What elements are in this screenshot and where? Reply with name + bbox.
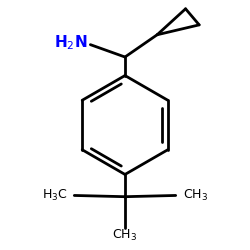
Text: H$_3$C: H$_3$C [42, 188, 67, 203]
Text: H$_2$N: H$_2$N [54, 33, 88, 52]
Text: CH$_3$: CH$_3$ [183, 188, 208, 203]
Text: CH$_3$: CH$_3$ [112, 228, 138, 242]
